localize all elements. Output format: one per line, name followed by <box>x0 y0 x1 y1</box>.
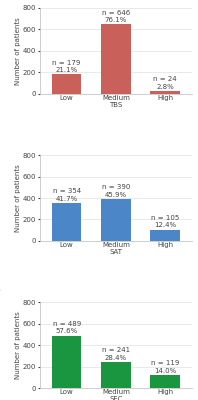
Text: n = 390
45.9%: n = 390 45.9% <box>102 184 130 198</box>
Y-axis label: Number of patients: Number of patients <box>15 164 21 232</box>
Bar <box>150 91 180 94</box>
Text: n = 119
14.0%: n = 119 14.0% <box>151 360 179 374</box>
Text: n = 24
2.8%: n = 24 2.8% <box>153 76 177 90</box>
Y-axis label: Number of patients: Number of patients <box>15 311 21 379</box>
Bar <box>150 230 180 241</box>
Bar <box>52 74 81 94</box>
Bar <box>150 375 180 388</box>
Bar <box>52 336 81 388</box>
Bar <box>101 199 131 241</box>
Text: n = 646
76.1%: n = 646 76.1% <box>102 10 130 23</box>
Text: n = 179
21.1%: n = 179 21.1% <box>52 60 81 73</box>
Bar <box>101 24 131 94</box>
Text: n = 105
12.4%: n = 105 12.4% <box>151 215 179 228</box>
Bar <box>101 362 131 388</box>
Text: n = 489
57.6%: n = 489 57.6% <box>52 321 81 334</box>
Bar <box>52 203 81 241</box>
Text: n = 241
28.4%: n = 241 28.4% <box>102 348 130 361</box>
Y-axis label: Number of patients: Number of patients <box>15 17 21 85</box>
Text: n = 354
41.7%: n = 354 41.7% <box>53 188 81 202</box>
